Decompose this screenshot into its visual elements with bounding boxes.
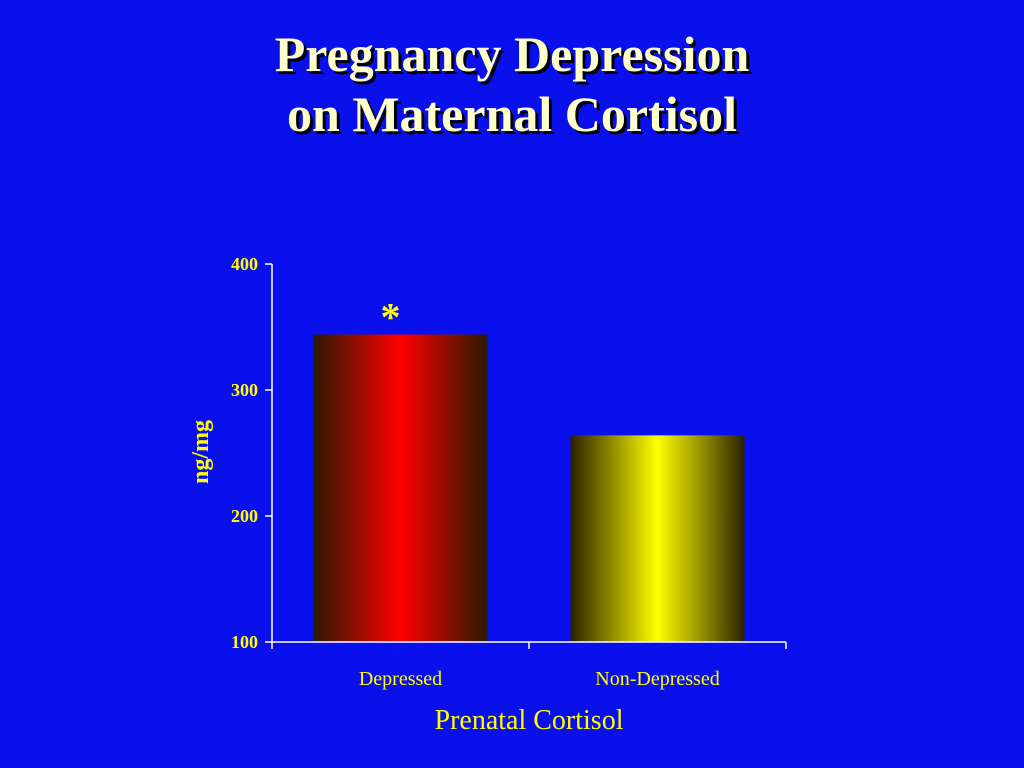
title-line-1: Pregnancy Depression: [274, 26, 750, 82]
x-axis-title: Prenatal Cortisol: [435, 705, 624, 736]
x-category-label-non-depressed: Non-Depressed: [595, 668, 719, 690]
y-tick-label-400: 400: [231, 254, 258, 274]
x-category-label-depressed: Depressed: [359, 668, 442, 690]
y-tick-label-300: 300: [231, 380, 258, 400]
y-tick-label-200: 200: [231, 506, 258, 526]
y-tick-label-100: 100: [231, 632, 258, 652]
bar-depressed: [313, 334, 488, 642]
bar-non-depressed: [570, 435, 745, 642]
title-line-2: on Maternal Cortisol: [287, 86, 737, 142]
y-axis-title: ng/mg: [188, 420, 214, 484]
slide-title: Pregnancy Depression on Maternal Cortiso…: [0, 24, 1024, 144]
significance-marker: *: [381, 295, 401, 340]
